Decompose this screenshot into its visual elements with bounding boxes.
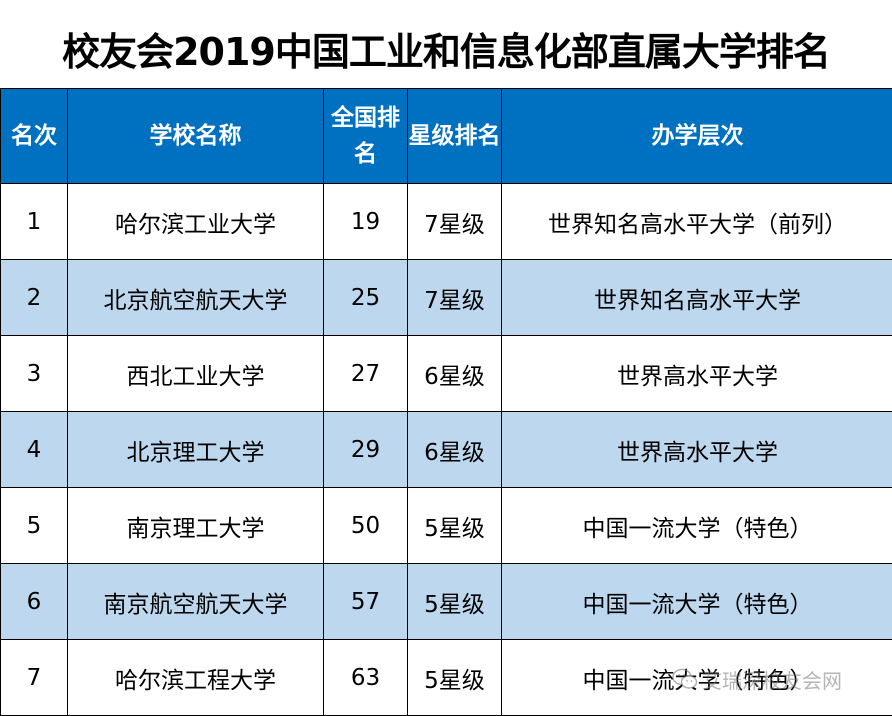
cell-school: 哈尔滨工业大学 — [67, 183, 324, 260]
cell-national-rank: 25 — [323, 259, 408, 336]
cell-level: 世界知名高水平大学（前列） — [501, 183, 892, 260]
header-row: 名次 学校名称 全国排名 星级排名 办学层次 — [0, 88, 892, 184]
header-star-rank: 星级排名 — [407, 88, 502, 184]
table-row: 4 北京理工大学 29 6星级 世界高水平大学 — [0, 411, 892, 488]
cell-rank: 7 — [0, 639, 68, 716]
cell-star: 7星级 — [407, 259, 502, 336]
cell-national-rank: 27 — [323, 335, 408, 412]
cell-rank: 3 — [0, 335, 68, 412]
cell-school: 北京航空航天大学 — [67, 259, 324, 336]
cell-national-rank: 50 — [323, 487, 408, 564]
cell-level: 中国一流大学（特色） — [501, 639, 892, 716]
cell-rank: 4 — [0, 411, 68, 488]
cell-rank: 6 — [0, 563, 68, 640]
table-row: 2 北京航空航天大学 25 7星级 世界知名高水平大学 — [0, 259, 892, 336]
table-row: 5 南京理工大学 50 5星级 中国一流大学（特色） — [0, 487, 892, 564]
table-row: 3 西北工业大学 27 6星级 世界高水平大学 — [0, 335, 892, 412]
cell-level: 世界高水平大学 — [501, 411, 892, 488]
cell-school: 南京航空航天大学 — [67, 563, 324, 640]
page-title: 校友会2019中国工业和信息化部直属大学排名 — [62, 29, 831, 74]
cell-level: 中国一流大学（特色） — [501, 563, 892, 640]
cell-school: 哈尔滨工程大学 — [67, 639, 324, 716]
header-rank: 名次 — [0, 88, 68, 184]
cell-national-rank: 63 — [323, 639, 408, 716]
cell-school: 南京理工大学 — [67, 487, 324, 564]
cell-national-rank: 29 — [323, 411, 408, 488]
cell-star: 5星级 — [407, 563, 502, 640]
ranking-table: 名次 学校名称 全国排名 星级排名 办学层次 1 哈尔滨工业大学 19 7星级 … — [0, 88, 892, 716]
cell-level: 中国一流大学（特色） — [501, 487, 892, 564]
cell-school: 西北工业大学 — [67, 335, 324, 412]
table-row: 7 哈尔滨工程大学 63 5星级 中国一流大学（特色） — [0, 639, 892, 716]
cell-star: 6星级 — [407, 335, 502, 412]
cell-level: 世界知名高水平大学 — [501, 259, 892, 336]
table-row: 1 哈尔滨工业大学 19 7星级 世界知名高水平大学（前列） — [0, 183, 892, 260]
header-school-name: 学校名称 — [67, 88, 324, 184]
header-national-rank: 全国排名 — [323, 88, 408, 184]
cell-national-rank: 19 — [323, 183, 408, 260]
cell-star: 6星级 — [407, 411, 502, 488]
cell-rank: 2 — [0, 259, 68, 336]
cell-school: 北京理工大学 — [67, 411, 324, 488]
cell-star: 5星级 — [407, 487, 502, 564]
header-level: 办学层次 — [501, 88, 892, 184]
table-row: 6 南京航空航天大学 57 5星级 中国一流大学（特色） — [0, 563, 892, 640]
cell-star: 5星级 — [407, 639, 502, 716]
cell-level: 世界高水平大学 — [501, 335, 892, 412]
cell-rank: 5 — [0, 487, 68, 564]
cell-star: 7星级 — [407, 183, 502, 260]
cell-national-rank: 57 — [323, 563, 408, 640]
cell-rank: 1 — [0, 183, 68, 260]
